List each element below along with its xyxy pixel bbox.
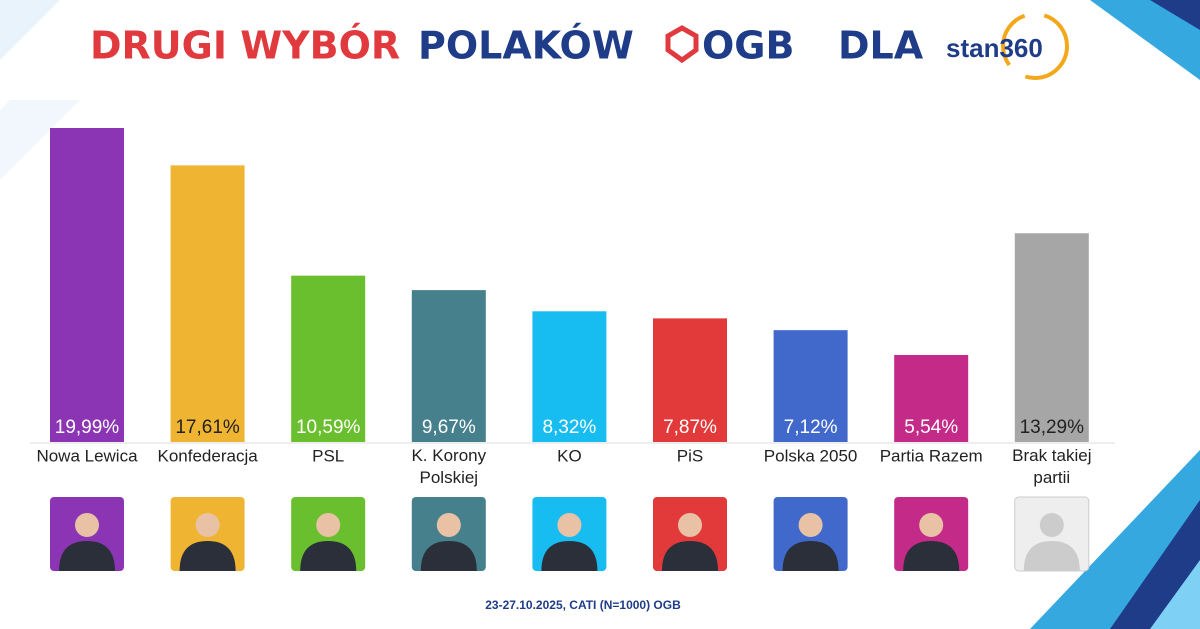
x-tick-label: Brak takiej partii	[1012, 446, 1091, 487]
x-tick-label: Konfederacja	[158, 446, 259, 465]
label-line: Polskiej	[420, 468, 479, 487]
bar	[1014, 233, 1089, 442]
label-line: Brak takiej	[1012, 446, 1091, 465]
photo-body	[662, 541, 718, 571]
x-tick-label: K. Korony Polskiej	[411, 446, 486, 487]
bar	[653, 318, 727, 442]
value-label: 13,29%	[1020, 417, 1085, 438]
footnote: 23-27.10.2025, CATI (N=1000) OGB	[485, 598, 681, 612]
photo	[291, 497, 366, 571]
title-blue: POLAKÓW	[418, 24, 634, 68]
value-label: 7,87%	[663, 417, 717, 438]
x-tick-label: Polska 2050	[764, 446, 858, 465]
value-label: 8,32%	[542, 417, 596, 438]
ogb-icon	[665, 25, 699, 64]
x-tick-label: PiS	[677, 446, 703, 465]
photo-head	[919, 513, 944, 537]
photo-head	[195, 513, 220, 537]
value-label: 7,12%	[784, 417, 838, 438]
value-label: 5,54%	[904, 417, 958, 438]
bar	[291, 275, 366, 442]
label-line: K. Korony	[411, 446, 486, 465]
photo-body	[179, 541, 236, 571]
title-for: DLA	[838, 24, 924, 68]
photo-head	[1039, 513, 1064, 537]
photo-head	[678, 513, 702, 537]
x-tick-label: Nowa Lewica	[36, 446, 138, 465]
photo-body	[1023, 541, 1080, 571]
photo-body	[300, 541, 357, 571]
label-line: partii	[1033, 468, 1070, 487]
bar	[894, 354, 969, 442]
value-label: 19,99%	[55, 417, 120, 438]
value-label: 10,59%	[296, 417, 361, 438]
photo	[50, 497, 124, 571]
photo-head	[436, 513, 461, 537]
value-label: 9,67%	[422, 417, 476, 438]
bar	[50, 128, 124, 442]
photo	[653, 497, 727, 571]
value-label: 17,61%	[175, 417, 240, 438]
photo	[773, 497, 848, 571]
bar	[773, 330, 848, 442]
photo-head	[316, 513, 341, 537]
x-tick-label: Partia Razem	[880, 446, 983, 465]
title-red: DRUGI WYBÓR	[90, 24, 400, 68]
photo-body	[59, 541, 115, 571]
photo-body	[541, 541, 598, 571]
logo-text: OGB	[702, 24, 794, 68]
bar	[170, 165, 245, 442]
photo	[170, 497, 245, 571]
photo	[532, 497, 607, 571]
x-tick-label: KO	[557, 446, 582, 465]
photo-head	[798, 513, 823, 537]
photo	[894, 497, 969, 571]
photo-body	[420, 541, 477, 571]
photo-body	[903, 541, 960, 571]
bar	[411, 290, 486, 442]
partner-ring	[1001, 12, 1069, 80]
photo	[1014, 496, 1090, 572]
photo-head	[75, 513, 99, 537]
x-tick-label: PSL	[312, 446, 344, 465]
photo-head	[557, 513, 582, 537]
bar	[532, 311, 607, 442]
photo-body	[782, 541, 839, 571]
photo	[411, 497, 486, 571]
partner-logo: stan360	[946, 33, 1043, 63]
